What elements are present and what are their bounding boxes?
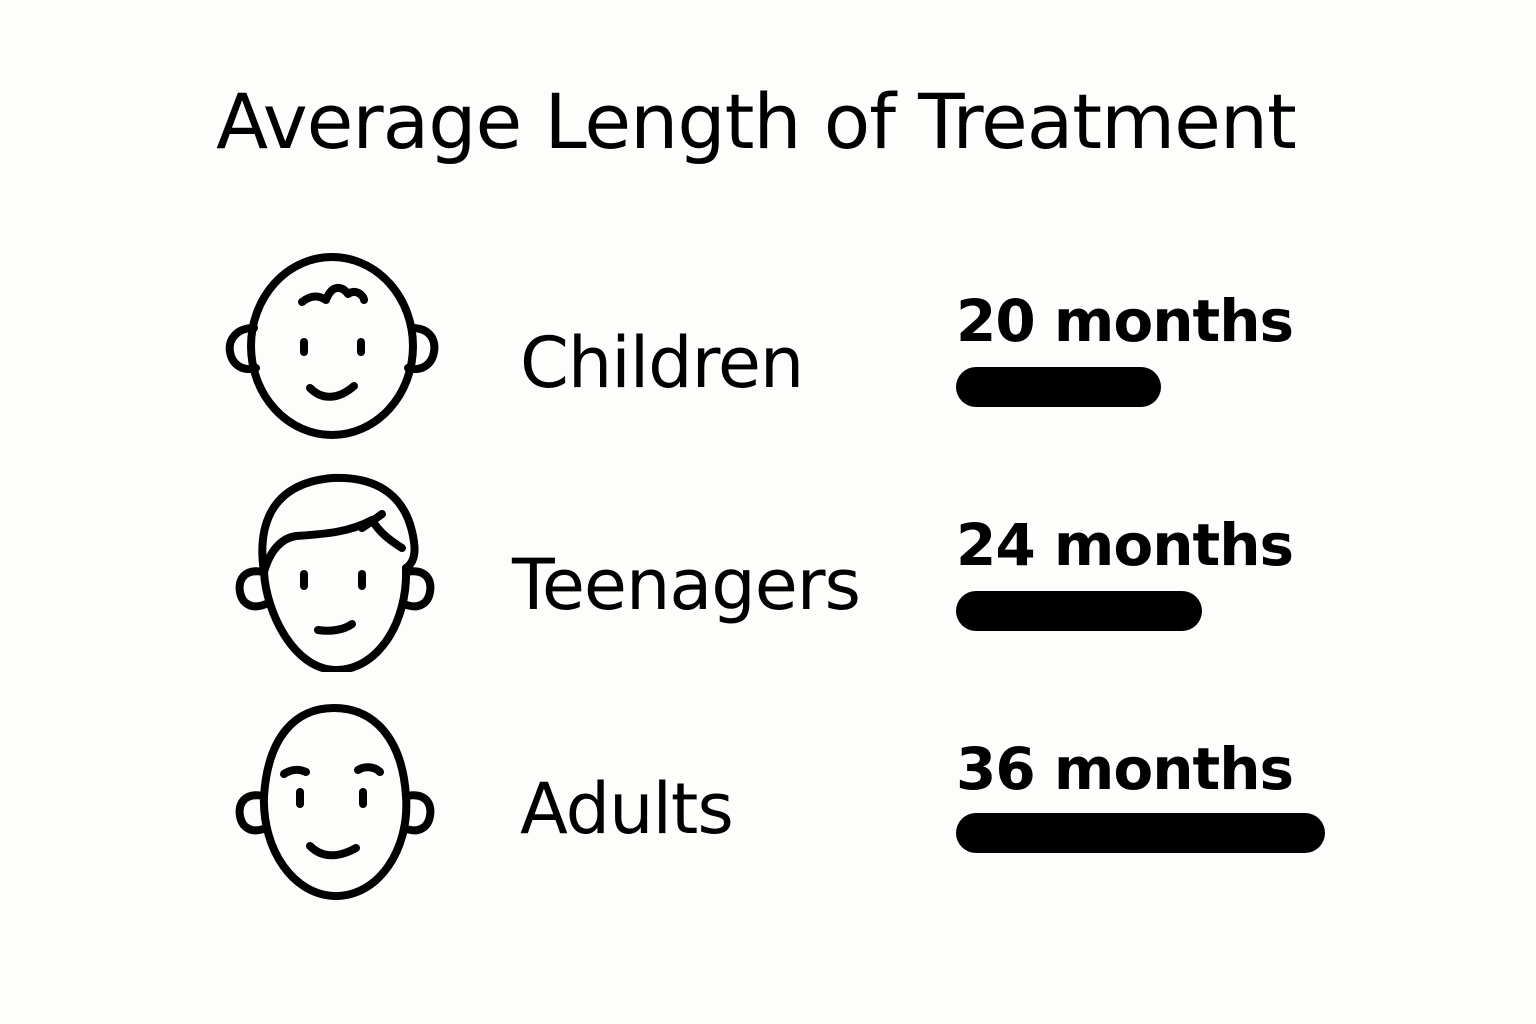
duration-bar: [956, 591, 1202, 631]
group-label: Adults: [520, 768, 734, 850]
adult-face-icon: [222, 700, 444, 900]
row-children: Children 20 months: [0, 248, 1536, 448]
chart-title: Average Length of Treatment: [216, 77, 1297, 166]
row-adults: Adults 36 months: [0, 700, 1536, 900]
group-label: Teenagers: [512, 544, 861, 626]
duration-label: 24 months: [956, 511, 1294, 579]
duration-label: 20 months: [956, 287, 1294, 355]
row-teenagers: Teenagers 24 months: [0, 472, 1536, 674]
teenager-face-icon: [222, 472, 444, 674]
duration-bar: [956, 813, 1325, 853]
duration-bar: [956, 367, 1161, 407]
child-face-icon: [222, 248, 444, 448]
group-label: Children: [520, 322, 804, 404]
duration-label: 36 months: [956, 735, 1294, 803]
